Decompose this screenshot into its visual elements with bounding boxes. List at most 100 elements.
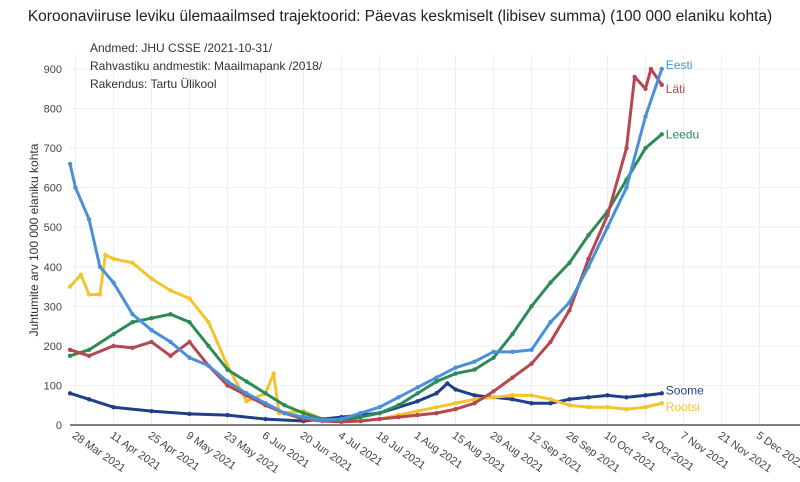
- data-point: [510, 393, 515, 398]
- data-point: [111, 256, 116, 262]
- data-point: [225, 379, 230, 384]
- data-point: [643, 86, 648, 91]
- data-point: [548, 319, 553, 325]
- data-point: [168, 312, 173, 317]
- data-point: [624, 406, 629, 412]
- data-point: [605, 213, 610, 218]
- data-point: [225, 383, 230, 388]
- series-label: Eesti: [666, 58, 693, 72]
- data-point: [567, 260, 572, 266]
- data-point: [510, 397, 515, 402]
- data-point: [244, 391, 249, 396]
- data-point: [529, 304, 534, 309]
- data-point: [187, 411, 192, 417]
- data-point: [149, 276, 154, 281]
- data-point: [86, 292, 92, 297]
- y-tick-label: 400: [44, 262, 62, 274]
- data-point: [510, 375, 515, 380]
- data-point: [586, 405, 591, 410]
- data-point: [453, 401, 458, 406]
- data-point: [78, 272, 84, 277]
- data-point: [415, 399, 420, 404]
- series-label: Leedu: [666, 127, 699, 141]
- data-point: [624, 395, 629, 400]
- data-point: [396, 395, 401, 400]
- data-point: [659, 82, 664, 88]
- series-line-eesti: [68, 68, 664, 422]
- data-point: [643, 145, 648, 151]
- data-point: [453, 406, 458, 412]
- data-point: [282, 410, 287, 416]
- series-line-läti: [69, 67, 664, 424]
- data-point: [434, 391, 439, 396]
- data-point: [605, 393, 610, 398]
- data-point: [491, 395, 496, 400]
- data-point: [73, 185, 78, 190]
- data-point: [567, 308, 572, 313]
- data-point: [377, 410, 382, 416]
- data-point: [648, 66, 654, 72]
- chart-title: Koroonaviiruse leviku ülemaailmsed traje…: [27, 8, 773, 25]
- data-point: [67, 284, 73, 289]
- data-point: [263, 391, 268, 396]
- data-point: [510, 349, 515, 355]
- data-point: [567, 403, 572, 408]
- data-point: [187, 296, 192, 301]
- data-point: [548, 280, 553, 285]
- data-point: [472, 367, 477, 372]
- data-point: [434, 410, 439, 416]
- data-point: [206, 343, 211, 349]
- data-point: [548, 401, 553, 406]
- source-annotation: Rakendus: Tartu Ülikool: [90, 77, 217, 91]
- data-point: [320, 418, 325, 423]
- data-point: [377, 416, 382, 422]
- data-point: [67, 347, 73, 353]
- data-point: [358, 418, 363, 424]
- data-point: [168, 288, 173, 293]
- data-point: [339, 416, 344, 422]
- data-point: [111, 280, 116, 285]
- y-tick-label: 900: [44, 64, 62, 76]
- data-point: [168, 339, 173, 345]
- data-point: [510, 331, 515, 337]
- data-point: [453, 387, 458, 392]
- data-point: [206, 363, 211, 368]
- data-point: [67, 391, 73, 396]
- y-tick-label: 100: [44, 380, 62, 392]
- y-tick-label: 800: [44, 104, 62, 116]
- data-point: [149, 339, 154, 345]
- y-tick-label: 300: [44, 301, 62, 313]
- data-point: [586, 264, 591, 269]
- data-point: [643, 114, 648, 119]
- data-point: [586, 256, 591, 262]
- data-point: [111, 343, 116, 349]
- data-point: [301, 410, 306, 416]
- data-point: [659, 66, 664, 72]
- data-point: [643, 393, 648, 398]
- data-point: [103, 252, 108, 258]
- data-point: [396, 414, 401, 420]
- data-point: [605, 225, 610, 230]
- data-point: [472, 359, 477, 364]
- data-point: [263, 401, 268, 406]
- data-point: [130, 319, 135, 325]
- source-annotation: Rahvastiku andmestik: Maailmapank /2018/: [90, 59, 323, 73]
- data-point: [67, 353, 73, 358]
- data-point: [548, 339, 553, 345]
- series-label: Rootsi: [666, 400, 700, 414]
- data-point: [358, 414, 363, 420]
- data-point: [358, 410, 363, 416]
- data-point: [187, 355, 192, 360]
- data-point: [472, 397, 477, 402]
- data-point: [86, 397, 92, 402]
- data-point: [659, 132, 664, 137]
- data-point: [130, 345, 135, 351]
- data-point: [548, 397, 553, 402]
- data-point: [111, 405, 116, 410]
- data-point: [86, 217, 92, 222]
- data-point: [187, 339, 192, 345]
- y-tick-label: 700: [44, 143, 62, 155]
- data-point: [149, 327, 154, 333]
